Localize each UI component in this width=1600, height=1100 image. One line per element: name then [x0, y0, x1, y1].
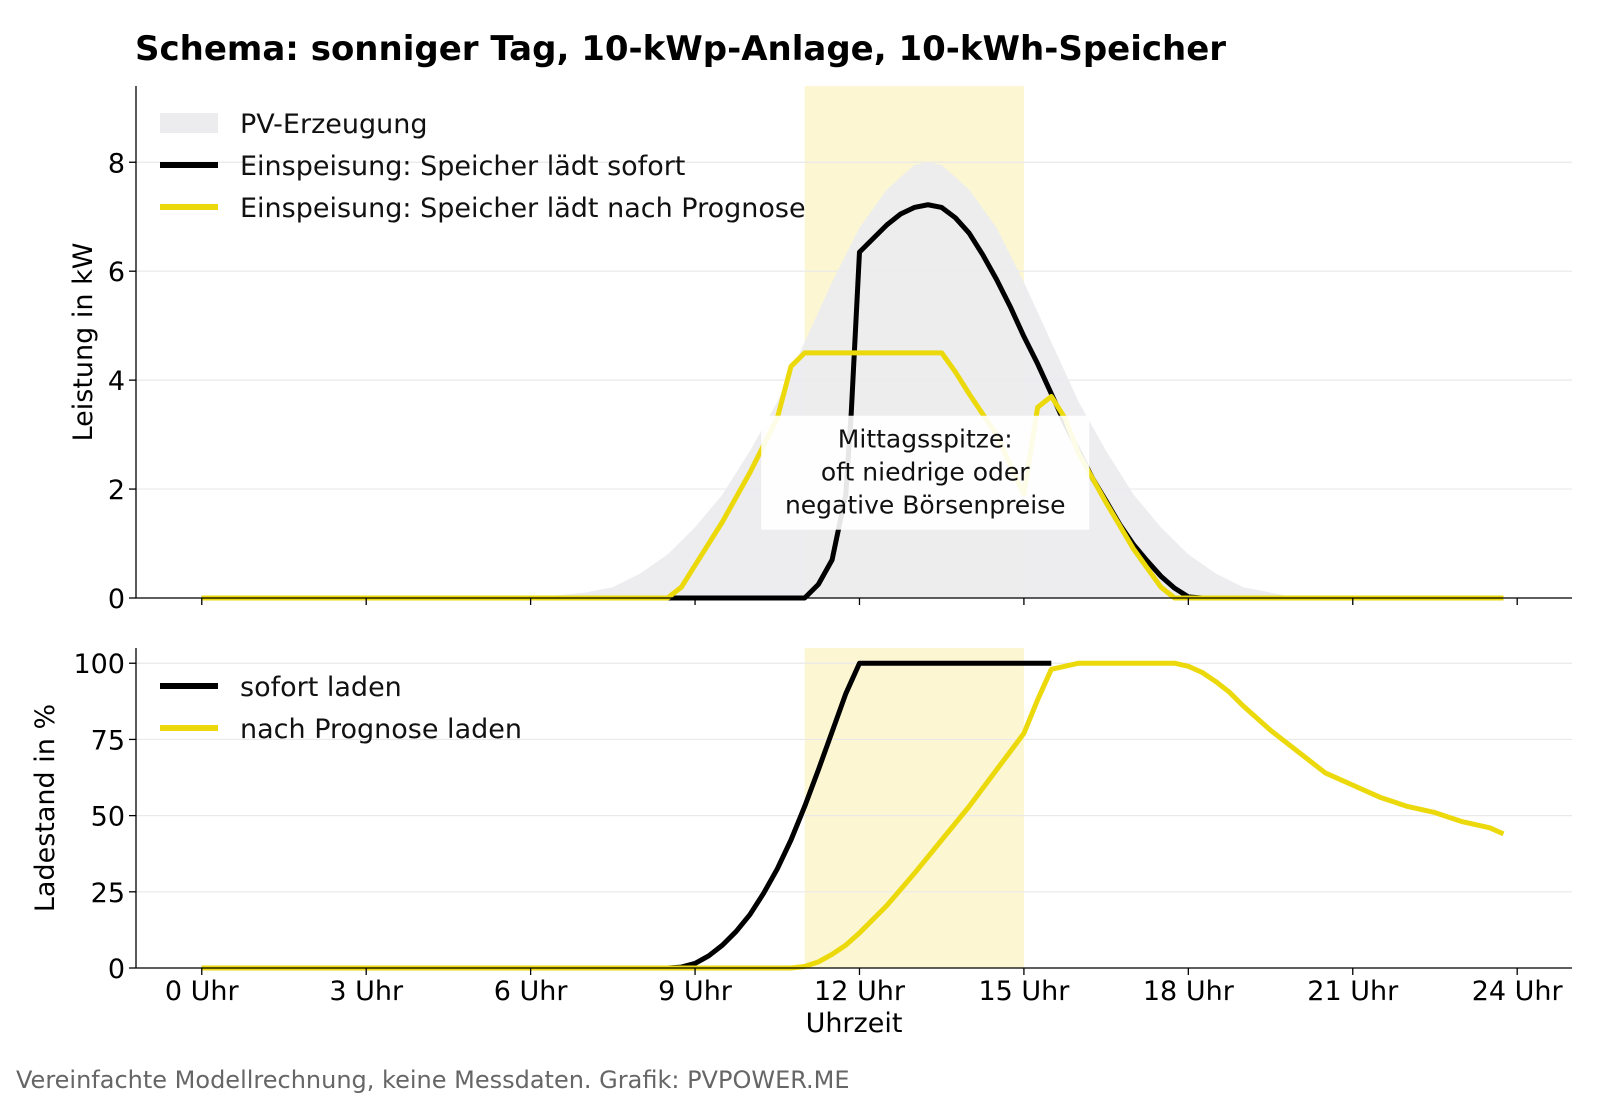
soc-ytick-label: 0	[108, 954, 125, 985]
xtick-label: 18 Uhr	[1143, 976, 1235, 1007]
soc-ytick-label: 100	[73, 649, 125, 680]
power-panel: Mittagsspitze: oft niedrige oder negative …	[68, 86, 1572, 615]
power-ytick-label: 6	[108, 257, 125, 288]
xtick-label: 15 Uhr	[978, 976, 1070, 1007]
xtick-label: 0 Uhr	[165, 976, 240, 1007]
footer-note: Vereinfachte Modellrechnung, keine Messd…	[16, 1066, 850, 1094]
soc-ytick-label: 50	[91, 802, 125, 833]
xtick-label: 9 Uhr	[658, 976, 733, 1007]
soc-ytick-label: 25	[91, 878, 125, 909]
chart-title: Schema: sonniger Tag, 10-kWp-Anlage, 10-…	[135, 29, 1226, 69]
soc-highlight-window	[804, 648, 1024, 968]
xtick-label: 12 Uhr	[814, 976, 906, 1007]
power-series-0-area	[201, 162, 1518, 598]
power-legend-label: PV-Erzeugung	[240, 109, 427, 140]
soc-series-0-line	[201, 660, 1052, 971]
power-ytick-label: 0	[108, 584, 125, 615]
xtick-label: 21 Uhr	[1307, 976, 1399, 1007]
soc-ytick-label: 75	[91, 725, 125, 756]
power-legend-label: Einspeisung: Speicher lädt nach Prognose	[240, 193, 806, 224]
power-ytick-label: 4	[108, 366, 125, 397]
annotation-text: Mittagsspitze:	[838, 425, 1013, 454]
xtick-label: 6 Uhr	[494, 976, 569, 1007]
soc-legend-label: sofort laden	[240, 672, 402, 703]
power-ytick-label: 8	[108, 148, 125, 179]
soc-panel: 0 25 50 75 100 0 Uhr 3 Uhr 6 Uhr 9 Uhr 12 Uhr 15 U…	[30, 648, 1572, 1039]
soc-legend-label: nach Prognose laden	[240, 714, 522, 745]
xtick-label: 24 Uhr	[1472, 976, 1564, 1007]
soc-series-1-line	[201, 660, 1505, 971]
xlabel: Uhrzeit	[806, 1008, 903, 1039]
annotation-text: negative Börsenpreise	[785, 491, 1066, 520]
power-ytick-label: 2	[108, 475, 125, 506]
power-legend-swatch	[160, 113, 218, 133]
power-ylabel: Leistung in kW	[68, 243, 99, 442]
annotation-box	[761, 415, 1090, 530]
annotation-text: oft niedrige oder	[821, 458, 1030, 487]
xtick-label: 3 Uhr	[329, 976, 404, 1007]
soc-ylabel: Ladestand in %	[30, 704, 61, 912]
power-legend-label: Einspeisung: Speicher lädt sofort	[240, 151, 685, 182]
